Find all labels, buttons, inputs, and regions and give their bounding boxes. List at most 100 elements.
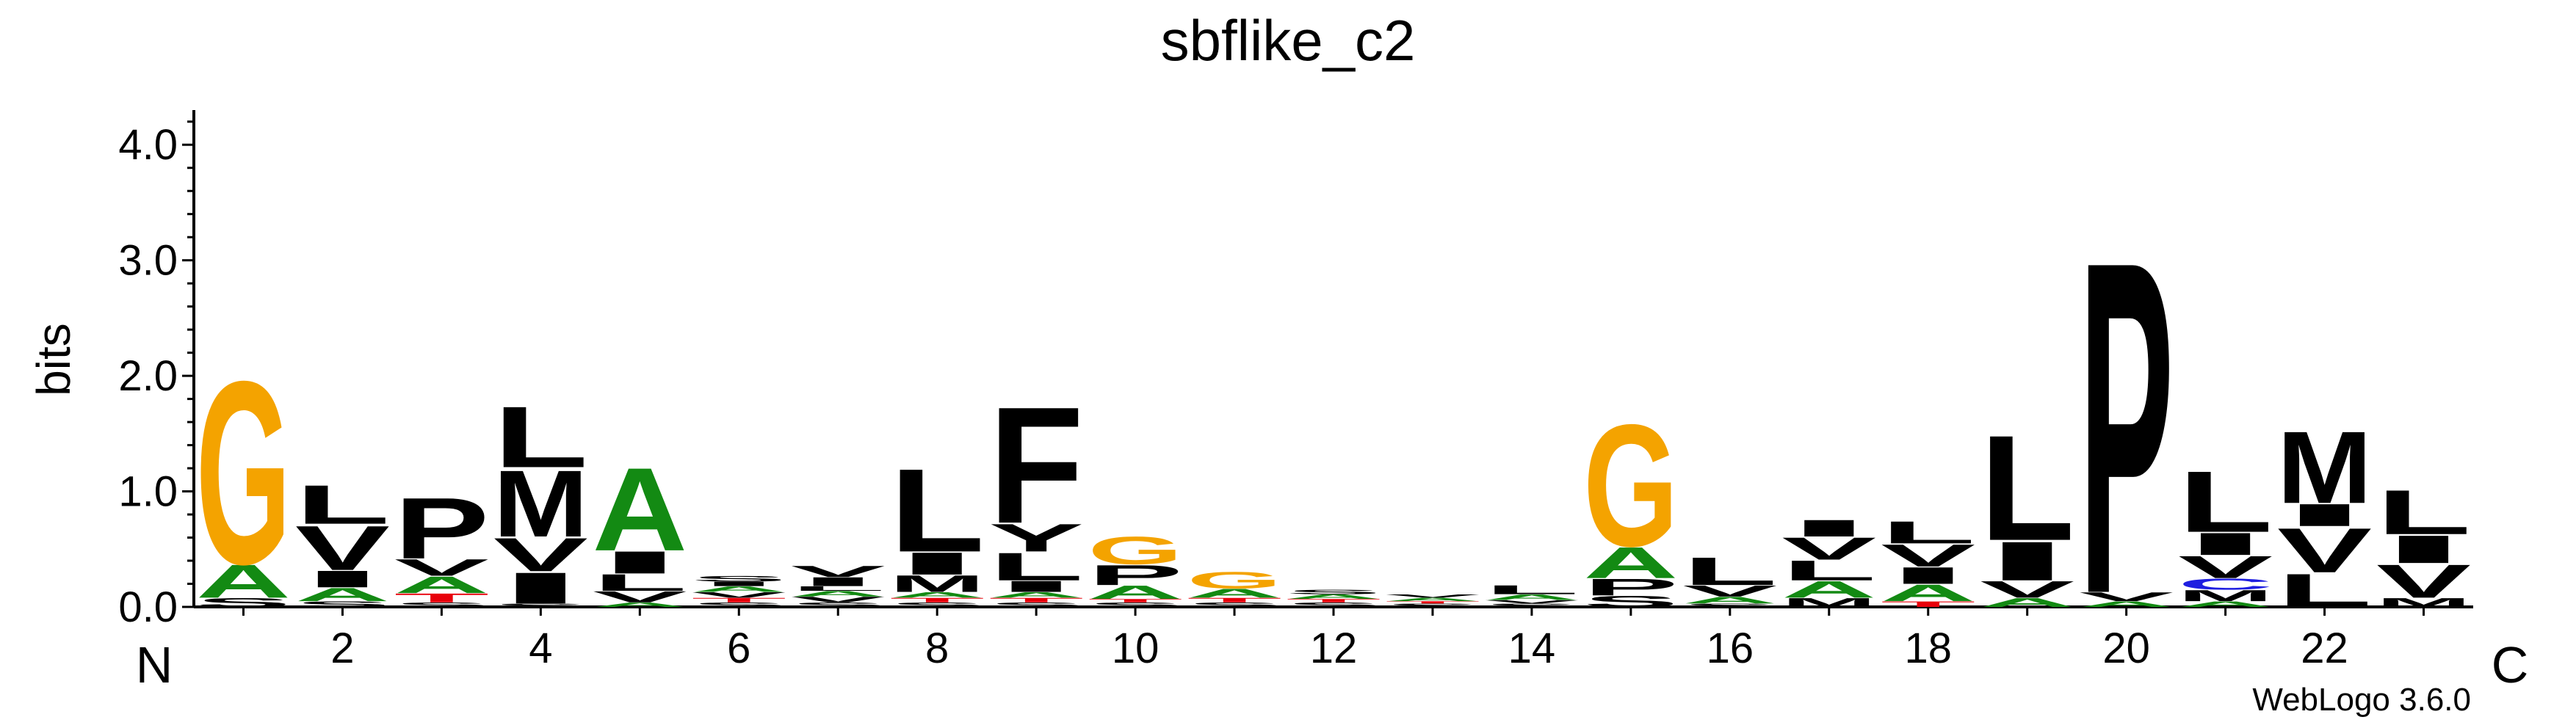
y-tick-label: 0.0 — [118, 583, 178, 631]
logo-letter-S: S — [1484, 603, 1580, 608]
logo-letter-A: A — [295, 584, 391, 605]
logo-letter-L: L — [1484, 583, 1580, 597]
logo-letter-M: M — [2277, 410, 2373, 525]
logo-letter-M: M — [2178, 587, 2273, 605]
logo-letter-F: F — [988, 373, 1084, 558]
logo-letter-P: P — [1088, 559, 1183, 592]
logo-glyphs: SAG SAIVLSTAVPSIVMLAVLIASTVAISSVALIVSTAMI… — [196, 164, 2472, 694]
logo-column: AVP — [2079, 164, 2174, 694]
logo-letter-V: V — [2178, 550, 2273, 585]
logo-letter-S: S — [1187, 601, 1282, 608]
logo-letter-I: I — [593, 545, 688, 580]
logo-letter-L: L — [1781, 555, 1877, 586]
logo-letter-A: A — [593, 601, 688, 608]
logo-letter-V: V — [2079, 590, 2174, 604]
logo-letter-A: A — [2079, 600, 2174, 608]
logo-letter-L: L — [2376, 477, 2472, 547]
logo-letter-I: I — [2277, 498, 2373, 533]
logo-letter-A: A — [1781, 576, 1877, 603]
x-tick-label: 6 — [727, 625, 750, 672]
logo-letter-V: V — [295, 512, 390, 583]
logo-letter-T: T — [1088, 598, 1183, 603]
logo-letter-A: A — [1881, 580, 1976, 606]
logo-letter-S: S — [1286, 589, 1381, 596]
logo-letter-T: T — [889, 597, 985, 604]
logo-letter-I: I — [1881, 562, 1976, 589]
weblogo-credit: WebLogo 3.6.0 — [2252, 682, 2471, 718]
logo-letter-M: M — [889, 570, 985, 597]
logo-letter-T: T — [988, 597, 1084, 604]
logo-letter-S: S — [493, 603, 589, 608]
logo-letter-A: A — [1187, 586, 1282, 600]
logo-letter-A: A — [1385, 597, 1480, 602]
logo-column: SAG — [196, 326, 292, 618]
x-tick-label: 8 — [925, 625, 949, 672]
logo-letter-A: A — [593, 443, 688, 576]
logo-letter-G: G — [1088, 528, 1183, 572]
logo-letter-A: A — [988, 591, 1084, 600]
logo-letter-V: V — [1385, 594, 1480, 599]
logo-letter-S: S — [1088, 601, 1183, 608]
logo-letter-V: V — [1781, 531, 1876, 566]
logo-letter-M: M — [493, 451, 589, 557]
logo-letter-G: G — [1583, 388, 1679, 583]
logo-letter-L: L — [889, 444, 985, 577]
logo-letter-P: P — [2079, 164, 2174, 694]
logo-letter-I: I — [295, 566, 391, 592]
logo-letter-Y: Y — [988, 516, 1084, 560]
logo-letter-S: S — [691, 575, 786, 583]
logo-letter-P: P — [1583, 574, 1679, 600]
logo-letter-A: A — [1484, 593, 1580, 602]
x-tick-label: 4 — [529, 625, 552, 672]
logo-letter-L: L — [493, 388, 589, 486]
logo-letter-V: V — [2277, 514, 2372, 586]
x-tick-label: 16 — [1707, 625, 1754, 672]
logo-letter-I: I — [1980, 531, 2075, 592]
logo-letter-A: A — [1088, 582, 1183, 603]
x-axis: 2 4 6 8 10 12 14 16 18 20 22 — [194, 605, 2473, 672]
c-terminus-label: C — [2492, 636, 2529, 694]
n-terminus-label: N — [136, 636, 173, 694]
logo-letter-M: M — [1781, 596, 1877, 610]
logo-letter-A: A — [691, 585, 786, 594]
logo-letter-I: I — [1781, 515, 1877, 542]
logo-letter-L: L — [988, 545, 1084, 589]
chart-title: sbflike_c2 — [1161, 8, 1416, 73]
logo-letter-S: S — [1385, 603, 1480, 608]
logo-letter-L: L — [790, 585, 886, 592]
x-tick-label: 18 — [1904, 625, 1952, 672]
x-tick-label: 2 — [330, 625, 354, 672]
logo-letter-I: I — [790, 575, 886, 589]
logo-letter-T: T — [1187, 597, 1282, 604]
logo-letter-M: M — [2376, 596, 2472, 610]
logo-letter-S: S — [196, 595, 292, 609]
logo-letter-A: A — [196, 555, 292, 608]
logo-letter-S: S — [1583, 593, 1679, 611]
logo-letter-A: A — [1286, 593, 1381, 600]
logo-letter-I: I — [889, 546, 985, 581]
logo-letter-L: L — [1682, 549, 1778, 593]
logo-letter-A: A — [889, 591, 985, 600]
y-tick-label: 2.0 — [118, 352, 178, 400]
x-tick-label: 20 — [2102, 625, 2150, 672]
logo-letter-S: S — [1682, 603, 1778, 608]
logo-letter-T: T — [691, 597, 786, 604]
logo-letter-C: C — [2178, 575, 2273, 593]
x-tick-label: 14 — [1508, 625, 1556, 672]
logo-letter-V: V — [692, 591, 786, 600]
logo-letter-G: G — [196, 326, 292, 618]
